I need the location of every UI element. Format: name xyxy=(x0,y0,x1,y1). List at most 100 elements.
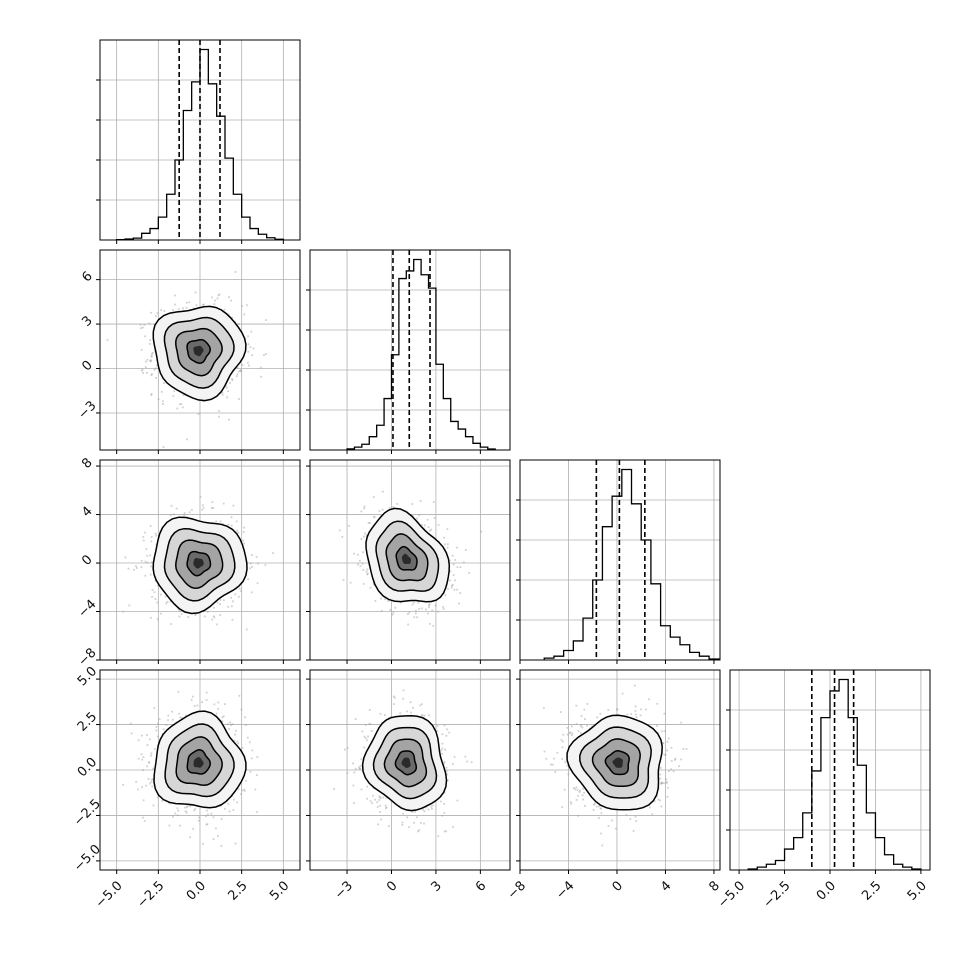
scatter-point xyxy=(177,690,180,693)
scatter-point xyxy=(162,728,165,731)
scatter-point xyxy=(448,579,451,582)
histogram-steps xyxy=(543,468,720,660)
scatter-point xyxy=(399,712,402,715)
scatter-point xyxy=(566,733,569,736)
hist-panel-3 xyxy=(726,669,931,874)
scatter-point xyxy=(223,308,226,311)
scatter-point xyxy=(245,724,247,726)
contour-line xyxy=(375,520,440,592)
scatter-point xyxy=(192,695,194,698)
scatter-point xyxy=(150,359,153,362)
scatter-point xyxy=(226,386,228,389)
scatter-point xyxy=(256,582,259,585)
scatter-point xyxy=(418,608,421,610)
scatter-point xyxy=(402,697,405,700)
scatter-point xyxy=(227,390,230,393)
scatter-point xyxy=(188,804,191,807)
scatter-point xyxy=(194,808,197,810)
scatter-point xyxy=(146,358,149,361)
scatter-point xyxy=(385,807,387,810)
scatter-point xyxy=(369,586,372,589)
scatter-point xyxy=(237,322,240,325)
scatter-point xyxy=(150,752,153,755)
scatter-point xyxy=(453,756,456,758)
scatter-point xyxy=(144,574,147,577)
histogram-steps xyxy=(346,258,496,450)
scatter-point xyxy=(150,360,152,363)
density-fill xyxy=(193,558,204,569)
scatter-point xyxy=(333,788,335,790)
scatter-point xyxy=(137,788,139,791)
scatter-point xyxy=(448,731,451,734)
scatter-point xyxy=(265,319,267,321)
scatter-point xyxy=(423,822,425,825)
scatter-point xyxy=(217,707,220,710)
scatter-point xyxy=(451,763,454,765)
scatter-point xyxy=(421,523,423,526)
scatter-point xyxy=(545,757,548,760)
scatter-point xyxy=(148,762,151,764)
scatter-point xyxy=(239,369,242,372)
scatter-point xyxy=(148,322,151,325)
scatter-point xyxy=(160,390,163,393)
scatter-point xyxy=(176,807,179,810)
scatter-point xyxy=(264,353,267,355)
scatter-point xyxy=(150,393,153,395)
scatter-point xyxy=(206,611,209,613)
scatter-point xyxy=(443,724,446,727)
scatter-point xyxy=(230,299,233,302)
scatter-point xyxy=(180,613,183,615)
scatter-point xyxy=(251,749,254,752)
scatter-point xyxy=(442,608,445,610)
scatter-point xyxy=(388,506,391,509)
scatter-point xyxy=(220,818,223,820)
scatter-point xyxy=(378,510,381,512)
scatter-point xyxy=(148,343,151,345)
scatter-point xyxy=(165,602,168,605)
scatter-point xyxy=(220,844,223,847)
contour-line xyxy=(153,710,247,809)
scatter-point xyxy=(247,335,249,338)
scatter-point xyxy=(129,722,132,725)
scatter-point xyxy=(178,615,181,618)
scatter-point xyxy=(155,729,158,732)
scatter-point xyxy=(210,812,213,815)
scatter-point xyxy=(151,785,154,788)
scatter-point xyxy=(195,304,198,307)
scatter-point xyxy=(338,529,341,532)
scatter-point xyxy=(142,756,145,758)
scatter-point xyxy=(411,811,414,813)
scatter-point xyxy=(264,564,267,566)
scatter-point xyxy=(371,802,374,805)
scatter-point xyxy=(593,803,595,806)
scatter-point xyxy=(199,495,202,498)
scatter-point xyxy=(179,824,181,827)
scatter-point xyxy=(600,812,603,815)
contour-line xyxy=(365,507,451,603)
scatter-point xyxy=(372,794,374,797)
scatter-point xyxy=(416,517,418,520)
scatter-point xyxy=(152,804,155,807)
scatter-point xyxy=(368,723,371,725)
scatter-point xyxy=(150,355,153,358)
scatter-point xyxy=(249,770,252,773)
scatter-point xyxy=(240,305,243,307)
scatter-point xyxy=(242,539,245,542)
scatter-point xyxy=(365,534,368,537)
scatter-point xyxy=(141,734,143,737)
scatter-point xyxy=(156,312,159,315)
scatter-point xyxy=(230,524,233,527)
scatter-point xyxy=(665,778,668,781)
scatter-point xyxy=(249,567,251,570)
scatter-point xyxy=(420,703,423,706)
scatter-point xyxy=(388,716,390,719)
scatter-point xyxy=(196,704,199,707)
scatter-point xyxy=(226,396,229,399)
scatter-point xyxy=(420,607,423,610)
scatter-point xyxy=(150,373,153,376)
contour-line xyxy=(186,550,212,577)
scatter-point xyxy=(462,561,465,564)
scatter-point xyxy=(235,375,238,378)
scatter-point xyxy=(181,406,184,409)
scatter-point xyxy=(443,830,446,833)
